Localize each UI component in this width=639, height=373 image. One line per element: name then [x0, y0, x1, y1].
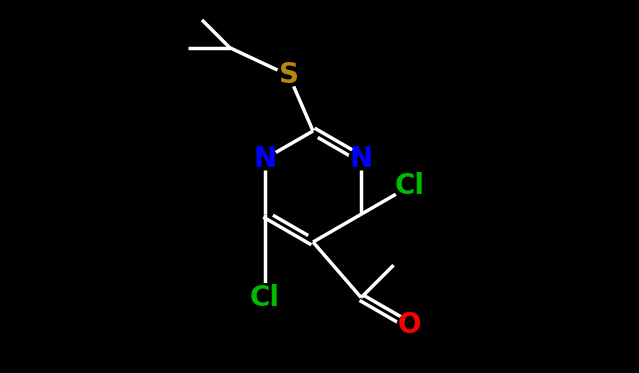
- Ellipse shape: [394, 173, 424, 200]
- Ellipse shape: [397, 314, 422, 336]
- Text: S: S: [279, 62, 299, 90]
- Text: N: N: [253, 145, 277, 173]
- Ellipse shape: [277, 64, 301, 87]
- Text: O: O: [397, 311, 421, 339]
- Text: Cl: Cl: [394, 172, 424, 201]
- Text: Cl: Cl: [250, 283, 280, 311]
- Ellipse shape: [252, 148, 277, 170]
- Ellipse shape: [349, 148, 373, 170]
- Text: N: N: [350, 145, 373, 173]
- Ellipse shape: [250, 284, 280, 311]
